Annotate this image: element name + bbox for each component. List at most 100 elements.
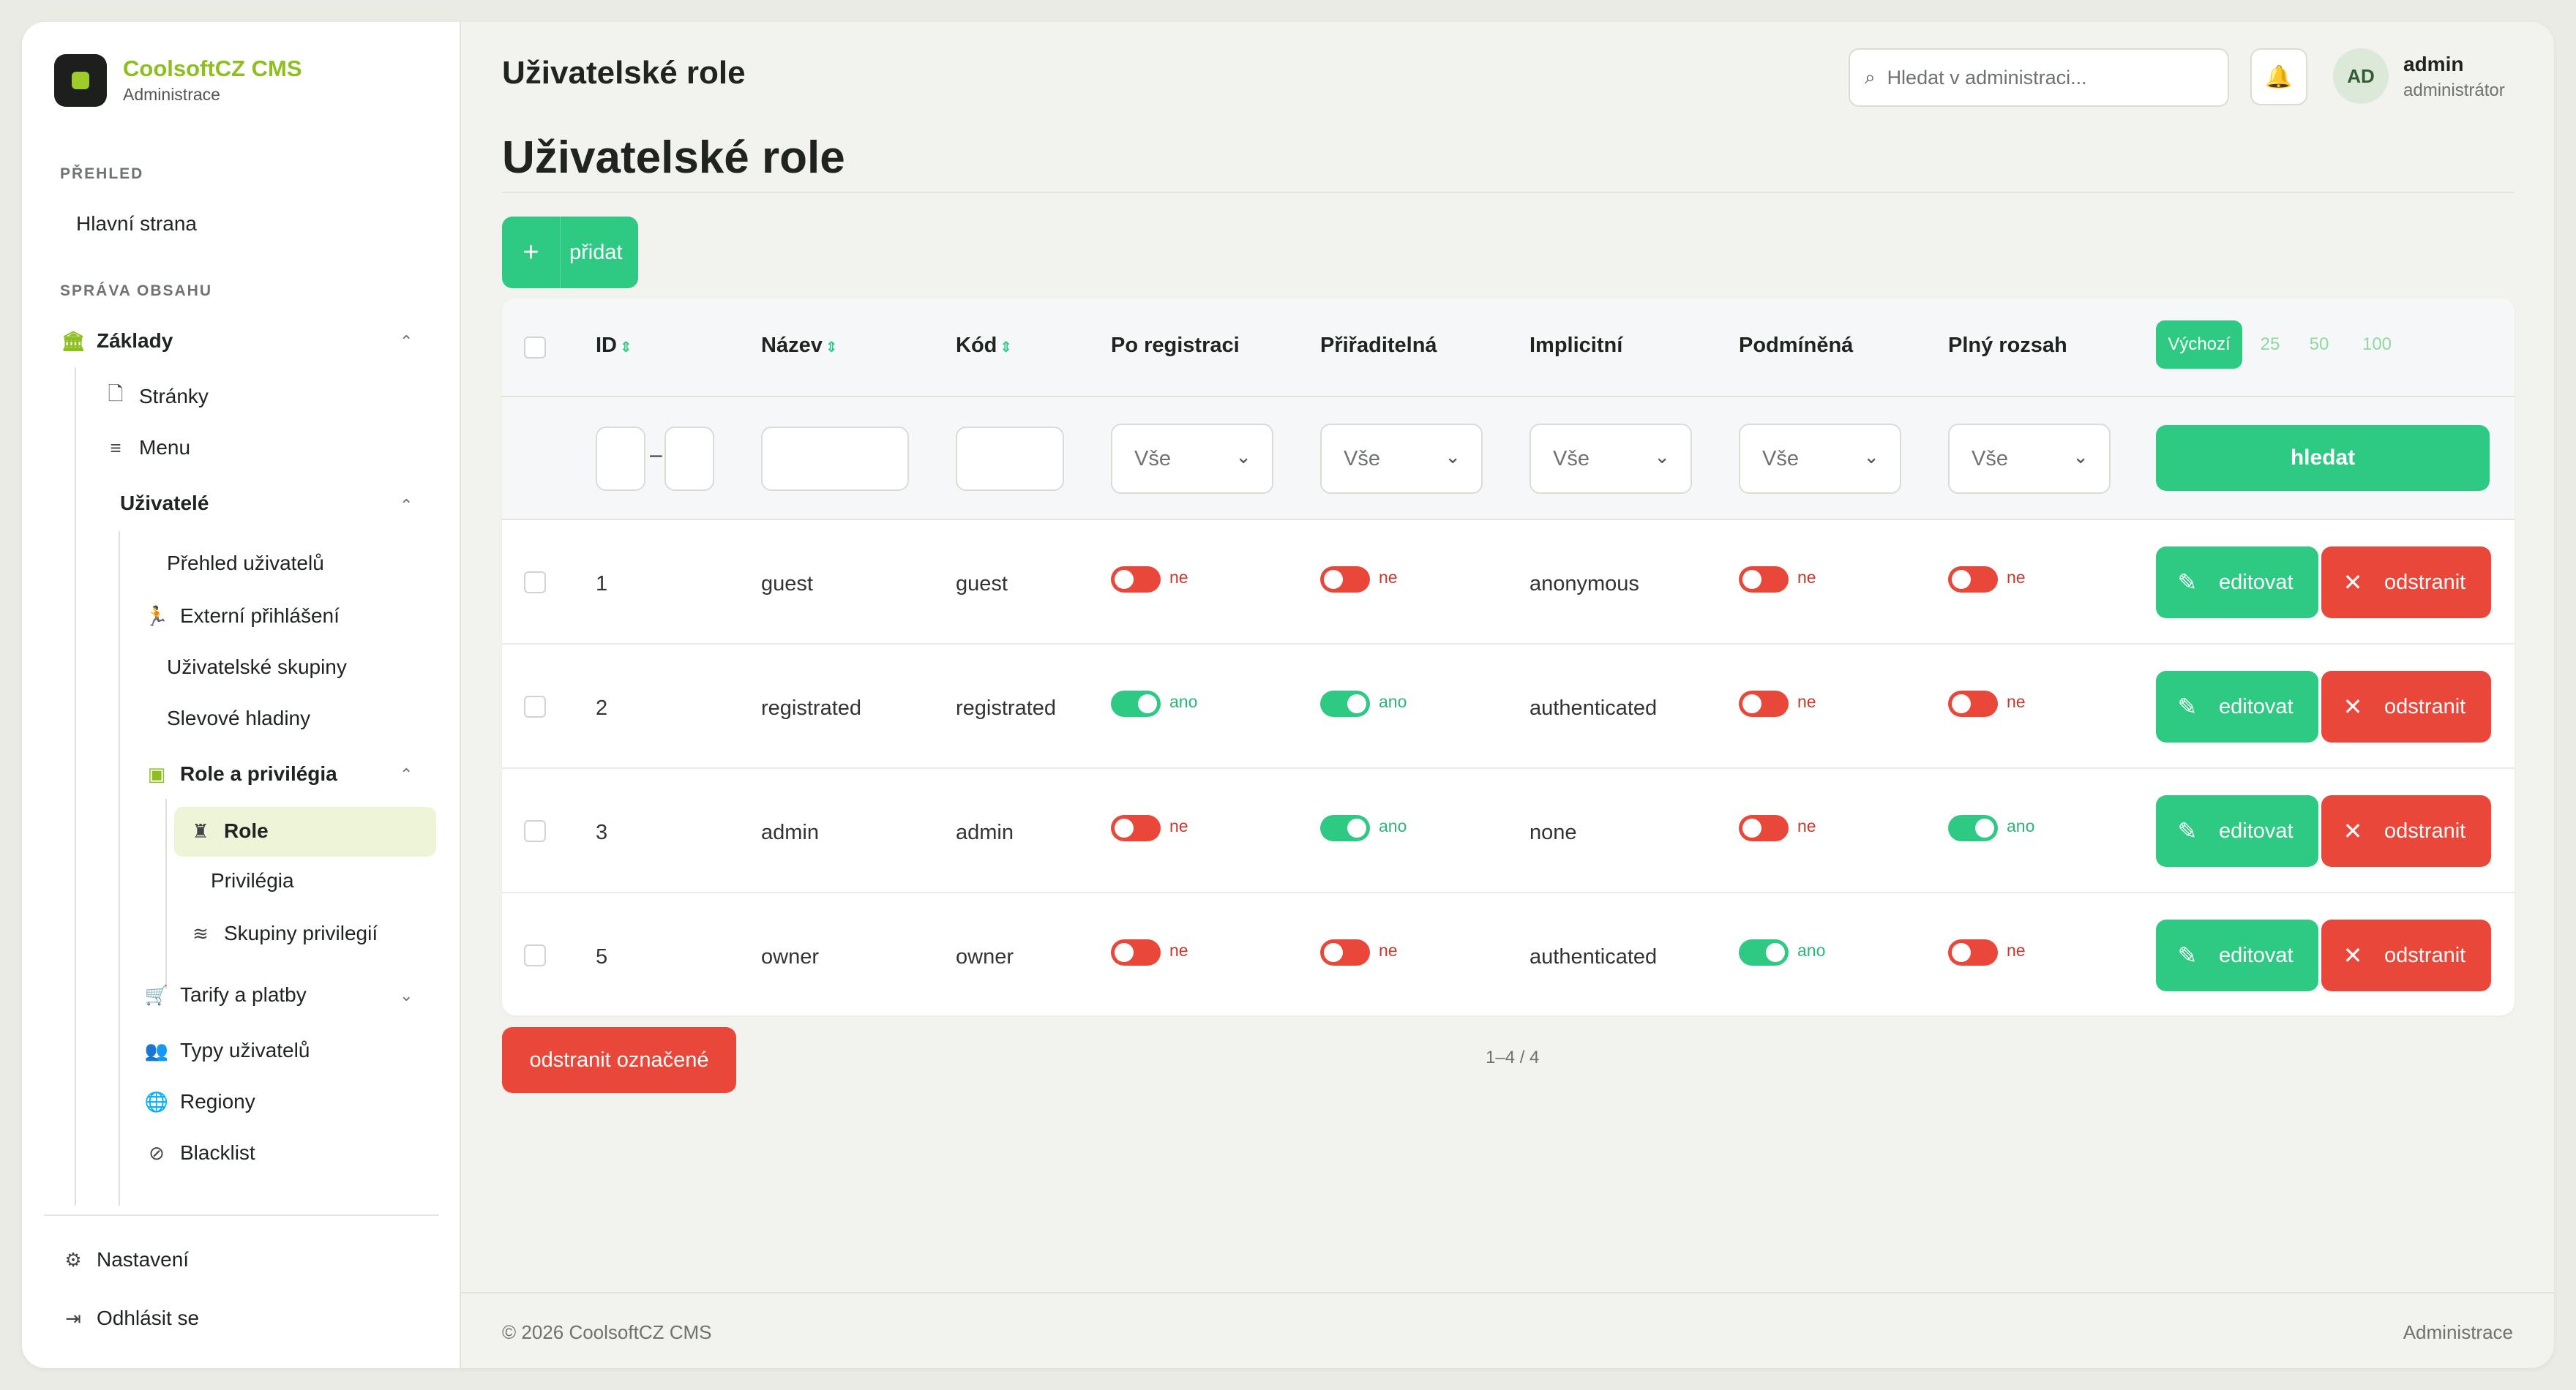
sidebar-item-discount-levels[interactable]: Slevové hladiny bbox=[167, 707, 310, 730]
name-filter-input[interactable] bbox=[761, 427, 909, 491]
id-to-input[interactable] bbox=[664, 427, 714, 491]
sidebar-item-label: Externí přihlášení bbox=[180, 604, 340, 627]
pagination-info: 1–4 / 4 bbox=[1486, 1048, 1540, 1067]
avatar[interactable]: AD bbox=[2333, 48, 2389, 104]
per-page-100[interactable]: 100 bbox=[2362, 334, 2392, 354]
toggle-full-scope[interactable] bbox=[1948, 566, 1998, 593]
toggle-label: ne bbox=[2007, 941, 2026, 960]
delete-button[interactable]: ✕ odstranit bbox=[2321, 671, 2491, 743]
row-checkbox[interactable] bbox=[524, 571, 546, 593]
sidebar-item-label: Tarify a platby bbox=[180, 983, 307, 1006]
chevron-up-icon[interactable]: ⌃ bbox=[400, 765, 413, 784]
search-box[interactable]: ⌕ bbox=[1849, 48, 2229, 107]
on-registration-select[interactable]: Vše ⌄ bbox=[1111, 424, 1273, 494]
id-from-input[interactable] bbox=[596, 427, 645, 491]
toggle-full-scope[interactable] bbox=[1948, 691, 1998, 717]
toggle-on-registration[interactable] bbox=[1111, 691, 1161, 717]
full-scope-select[interactable]: Vše ⌄ bbox=[1948, 424, 2111, 494]
user-name[interactable]: admin bbox=[2403, 53, 2464, 75]
chevron-up-icon[interactable]: ⌃ bbox=[400, 332, 413, 350]
edit-button[interactable]: ✎ editovat bbox=[2156, 671, 2318, 743]
sidebar-item-label: Slevové hladiny bbox=[167, 707, 311, 729]
filter-search-button[interactable]: hledat bbox=[2156, 425, 2490, 491]
badge-icon: ▣ bbox=[147, 762, 166, 785]
sidebar-item-tariffs[interactable]: 🛒 Tarify a platby bbox=[143, 982, 307, 1008]
sidebar-item-label: Uživatelské skupiny bbox=[167, 655, 347, 678]
sidebar-item-blacklist[interactable]: ⊘ Blacklist bbox=[143, 1140, 255, 1166]
delete-button-label: odstranit bbox=[2384, 694, 2466, 718]
sidebar-item-users[interactable]: Uživatelé bbox=[120, 492, 209, 515]
row-checkbox[interactable] bbox=[524, 944, 546, 966]
row-checkbox[interactable] bbox=[524, 820, 546, 842]
toggle-assignable[interactable] bbox=[1320, 939, 1370, 966]
delete-button[interactable]: ✕ odstranit bbox=[2321, 920, 2491, 991]
sidebar-item-settings[interactable]: ⚙ Nastavení bbox=[60, 1247, 189, 1273]
sidebar-item-home[interactable]: Hlavní strana bbox=[76, 212, 197, 236]
sidebar-item-logout[interactable]: ⇥ Odhlásit se bbox=[60, 1305, 199, 1331]
sidebar-item-menu[interactable]: ≡ Menu bbox=[102, 435, 190, 461]
toggle-full-scope[interactable] bbox=[1948, 815, 1998, 841]
sidebar-item-roles-privileges[interactable]: ▣ Role a privilégia bbox=[143, 761, 337, 787]
toggle-on-registration[interactable] bbox=[1111, 939, 1161, 966]
per-page-25[interactable]: 25 bbox=[2260, 334, 2280, 354]
sidebar-item-pages[interactable]: 🗋 Stránky bbox=[102, 383, 209, 410]
delete-button[interactable]: ✕ odstranit bbox=[2321, 795, 2491, 867]
row-checkbox[interactable] bbox=[524, 696, 546, 718]
toggle-on-registration[interactable] bbox=[1111, 566, 1161, 593]
sort-icon: ⇕ bbox=[620, 339, 632, 356]
sidebar-item-users-overview[interactable]: Přehled uživatelů bbox=[167, 552, 324, 575]
delete-selected-button[interactable]: odstranit označené bbox=[502, 1027, 736, 1093]
chevron-down-icon[interactable]: ⌃ bbox=[400, 985, 413, 1004]
per-page-50[interactable]: 50 bbox=[2309, 334, 2329, 354]
cell-implicit: authenticated bbox=[1530, 696, 1658, 720]
sidebar-item-label: Uživatelé bbox=[120, 492, 209, 514]
edit-button[interactable]: ✎ editovat bbox=[2156, 546, 2318, 618]
column-id[interactable]: ID ⇕ bbox=[596, 334, 632, 358]
brand-name[interactable]: CoolsoftCZ CMS bbox=[123, 56, 302, 81]
column-name[interactable]: Název ⇕ bbox=[761, 334, 838, 358]
sidebar-item-external-login[interactable]: 🏃 Externí přihlášení bbox=[143, 603, 340, 629]
sidebar-item-privilege-groups[interactable]: ≋ Skupiny privilegií bbox=[187, 920, 378, 947]
toggle-conditional[interactable] bbox=[1739, 566, 1789, 593]
toggle-conditional[interactable] bbox=[1739, 815, 1789, 841]
implicit-select[interactable]: Vše ⌄ bbox=[1530, 424, 1692, 494]
close-icon: ✕ bbox=[2343, 942, 2363, 969]
search-input[interactable] bbox=[1885, 65, 2201, 90]
sidebar-item-user-types[interactable]: 👥 Typy uživatelů bbox=[143, 1037, 310, 1064]
brand-logo[interactable] bbox=[54, 54, 107, 107]
toggle-conditional[interactable] bbox=[1739, 691, 1789, 717]
sidebar-item-basics[interactable]: 🏛 Základy bbox=[60, 328, 173, 354]
column-code[interactable]: Kód ⇕ bbox=[956, 334, 1012, 358]
conditional-select[interactable]: Vše ⌄ bbox=[1739, 424, 1901, 494]
sidebar-item-privileges[interactable]: Privilégia bbox=[211, 869, 294, 893]
delete-button-label: odstranit bbox=[2384, 943, 2466, 967]
chevron-up-icon[interactable]: ⌃ bbox=[400, 496, 413, 514]
assignable-select[interactable]: Vše ⌄ bbox=[1320, 424, 1483, 494]
cell-id: 3 bbox=[596, 821, 608, 844]
toggle-conditional[interactable] bbox=[1739, 939, 1789, 966]
select-all-checkbox[interactable] bbox=[524, 337, 546, 358]
per-page-default[interactable]: Výchozí bbox=[2156, 320, 2242, 369]
toggle-full-scope[interactable] bbox=[1948, 939, 1998, 966]
toggle-assignable[interactable] bbox=[1320, 566, 1370, 593]
code-filter-input[interactable] bbox=[956, 427, 1064, 491]
edit-button[interactable]: ✎ editovat bbox=[2156, 795, 2318, 867]
toggle-assignable[interactable] bbox=[1320, 815, 1370, 841]
add-button[interactable]: + přidat bbox=[502, 217, 638, 288]
notifications-button[interactable]: 🔔 bbox=[2250, 48, 2307, 105]
column-label: Název bbox=[761, 334, 823, 357]
cell-code: owner bbox=[956, 945, 1014, 969]
sidebar-item-role[interactable]: ♜ Role bbox=[187, 818, 268, 844]
table-row: 2 registrated registrated authenticated ano a… bbox=[502, 645, 2515, 769]
edit-button[interactable]: ✎ editovat bbox=[2156, 920, 2318, 991]
sidebar-item-user-groups[interactable]: Uživatelské skupiny bbox=[167, 655, 347, 679]
toggle-on-registration[interactable] bbox=[1111, 815, 1161, 841]
delete-button[interactable]: ✕ odstranit bbox=[2321, 546, 2491, 618]
toggle-assignable[interactable] bbox=[1320, 691, 1370, 717]
column-assignable: Přiřaditelná bbox=[1320, 334, 1437, 357]
footer-link[interactable]: Administrace bbox=[2403, 1321, 2513, 1343]
table-row: 5 owner owner authenticated ne ne ano ne ✎ editov… bbox=[502, 893, 2515, 1015]
sidebar-item-label: Odhlásit se bbox=[97, 1307, 200, 1329]
sidebar-item-regions[interactable]: 🌐 Regiony bbox=[143, 1089, 255, 1115]
column-implicit: Implicitní bbox=[1530, 334, 1623, 357]
